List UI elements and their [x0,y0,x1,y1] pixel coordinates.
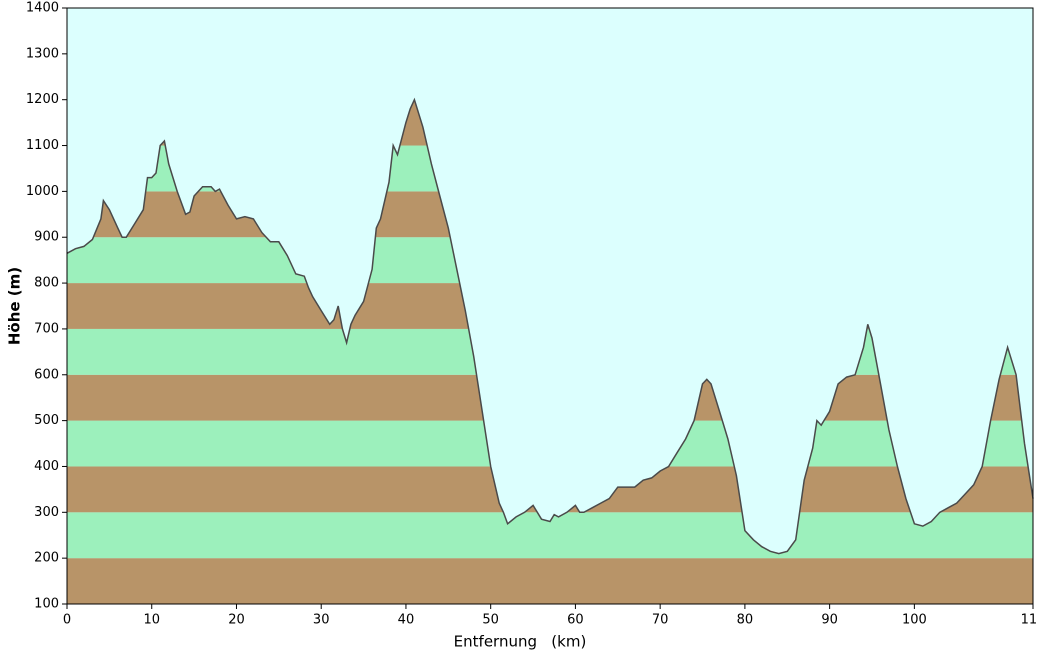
y-tick-label: 200 [34,551,59,566]
profile-line [66,97,1034,555]
x-tick-label: 10 [143,613,160,628]
y-tick-label: 400 [34,459,59,474]
y-tick-label: 900 [34,230,59,245]
y-tick-label: 100 [34,597,59,612]
x-tick-label: 100 [902,613,927,628]
band [67,558,1033,604]
y-tick-label: 300 [34,505,59,520]
x-tick-label: 90 [821,613,838,628]
x-tick-label: 70 [652,613,669,628]
y-tick-label: 1300 [26,46,59,61]
x-tick-label: 40 [398,613,415,628]
y-axis-label: Höhe (m) [6,267,24,345]
x-tick-label: 20 [228,613,245,628]
y-tick-label: 1200 [26,92,59,107]
x-tick-label: 114 [1021,613,1037,628]
x-axis-label: Entfernung (km) [454,633,587,651]
x-tick-label: 50 [482,613,499,628]
y-tick-label: 700 [34,321,59,336]
y-tick-label: 1400 [26,1,59,16]
y-tick-label: 1100 [26,138,59,153]
y-tick-label: 500 [34,413,59,428]
x-tick-label: 0 [63,613,71,628]
plot-frame [66,7,1034,605]
y-tick-label: 600 [34,367,59,382]
x-tick-label: 80 [737,613,754,628]
y-tick-label: 800 [34,276,59,291]
y-tick-label: 1000 [26,184,59,199]
x-tick-label: 60 [567,613,584,628]
x-tick-label: 30 [313,613,330,628]
